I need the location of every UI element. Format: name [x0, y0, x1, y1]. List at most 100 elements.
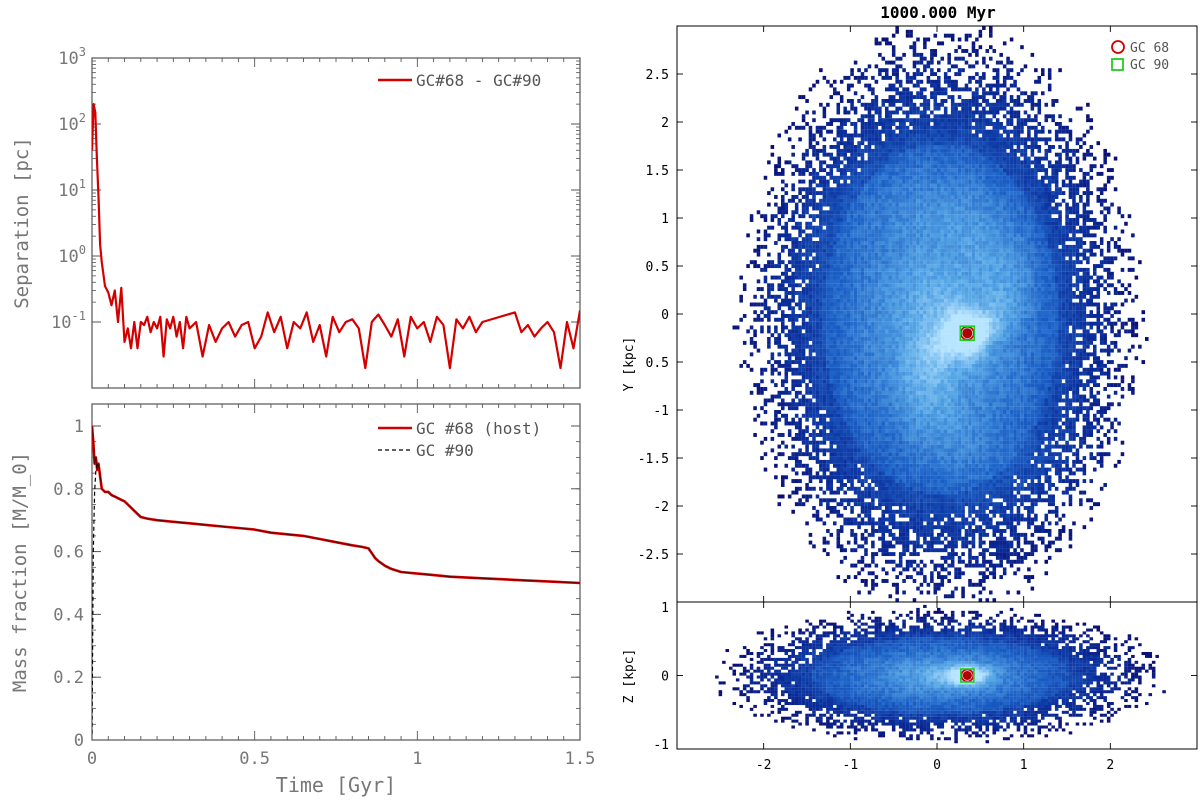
xy-density-pixel [999, 425, 1003, 430]
xy-density-pixel [940, 513, 945, 518]
xy-density-pixel [982, 429, 986, 434]
xy-density-pixel [999, 383, 1003, 388]
xy-density-pixel [801, 502, 806, 507]
xy-density-pixel [933, 390, 938, 395]
xy-density-pixel [812, 544, 816, 549]
xy-density-pixel [964, 498, 969, 503]
xy-density-pixel [971, 375, 976, 380]
xy-density-pixel [905, 456, 910, 461]
xy-density-pixel [978, 398, 983, 403]
xy-density-pixel [950, 563, 955, 568]
xy-density-pixel [874, 390, 879, 395]
xy-density-pixel [937, 506, 941, 510]
xy-density-pixel [829, 360, 834, 365]
xy-density-pixel [905, 475, 910, 480]
xy-density-pixel [898, 433, 903, 437]
xy-density-pixel [912, 390, 917, 395]
xy-density-pixel [888, 506, 893, 510]
xy-density-pixel [1013, 502, 1017, 507]
xy-density-pixel [995, 506, 1000, 510]
xy-density-pixel [829, 402, 834, 407]
xy-density-pixel [912, 467, 917, 472]
xy-density-pixel [933, 582, 938, 587]
xy-density-pixel [871, 444, 875, 449]
xy-density-pixel [888, 344, 893, 349]
xy-density-pixel [954, 360, 958, 365]
xy-density-pixel [864, 429, 868, 434]
xy-density-pixel [850, 429, 854, 434]
xy-density-pixel [905, 486, 910, 491]
xy-density-pixel [995, 371, 1000, 376]
xy-density-pixel [954, 436, 958, 441]
xy-density-pixel [957, 479, 962, 484]
xy-density-pixel [989, 417, 993, 422]
xy-density-pixel [923, 452, 927, 457]
xy-density-pixel [864, 540, 868, 545]
xy-density-pixel [1061, 448, 1066, 453]
xy-density-pixel [784, 402, 789, 407]
xy-density-pixel [843, 406, 847, 411]
xy-density-pixel [1006, 436, 1010, 441]
separation-y-axis-label: Separation [pc] [11, 137, 33, 309]
xy-density-pixel [1006, 456, 1010, 461]
xy-density-pixel [1009, 498, 1014, 503]
xy-density-pixel [826, 348, 830, 353]
xy-density-pixel [964, 425, 969, 430]
xy-density-pixel [1027, 417, 1031, 422]
xy-density-pixel [1054, 509, 1059, 514]
xy-density-pixel [891, 521, 896, 526]
xy-density-pixel [982, 433, 986, 437]
xy-density-pixel [978, 598, 983, 602]
xy-density-pixel [871, 410, 875, 414]
xy-density-pixel [853, 367, 858, 372]
xy-density-pixel [933, 367, 938, 372]
xy-density-pixel [881, 452, 886, 457]
xy-density-pixel [1041, 452, 1045, 457]
xy-density-pixel [836, 421, 841, 426]
xy-density-pixel [812, 402, 816, 407]
xy-density-pixel [787, 494, 792, 499]
xy-density-pixel [898, 413, 903, 418]
xy-density-pixel [1061, 513, 1066, 518]
xy-density-pixel [954, 486, 958, 491]
xy-density-pixel [954, 387, 958, 391]
xy-density-pixel [891, 375, 896, 380]
xy-density-pixel [878, 375, 882, 380]
xy-density-pixel [829, 398, 834, 403]
xy-density-pixel [930, 529, 934, 533]
xy-density-pixel [878, 502, 882, 507]
xy-density-pixel [995, 563, 1000, 568]
xy-density-pixel [947, 410, 951, 414]
xy-density-pixel [760, 367, 764, 372]
xy-density-pixel [784, 352, 789, 357]
xy-density-pixel [982, 333, 986, 338]
xy-density-pixel [1002, 456, 1007, 461]
xy-density-pixel [888, 371, 893, 376]
xy-density-pixel [902, 494, 906, 499]
xy-density-pixel [912, 567, 917, 572]
xy-density-pixel [950, 425, 955, 430]
xy-density-pixel [954, 536, 958, 541]
xy-density-pixel [1068, 340, 1073, 345]
xy-density-pixel [1020, 340, 1024, 345]
xy-density-pixel [794, 471, 799, 476]
xy-density-pixel [978, 532, 983, 537]
xy-density-pixel [905, 375, 910, 380]
xy-density-pixel [857, 559, 861, 564]
xy-density-pixel [888, 433, 893, 437]
xy-density-pixel [836, 344, 841, 349]
xy-density-pixel [1044, 367, 1049, 372]
xy-density-pixel [867, 398, 872, 403]
xy-density-pixel [1016, 471, 1021, 476]
xy-density-pixel [860, 379, 865, 384]
xy-density-pixel [864, 582, 868, 587]
xy-density-pixel [940, 517, 945, 522]
xy-density-pixel [957, 433, 962, 437]
xy-density-pixel [1082, 406, 1087, 411]
xy-density-pixel [1079, 490, 1083, 495]
xy-density-pixel [891, 425, 896, 430]
xy-density-pixel [864, 413, 868, 418]
xy-density-pixel [1041, 387, 1045, 391]
xy-density-pixel [815, 329, 820, 334]
